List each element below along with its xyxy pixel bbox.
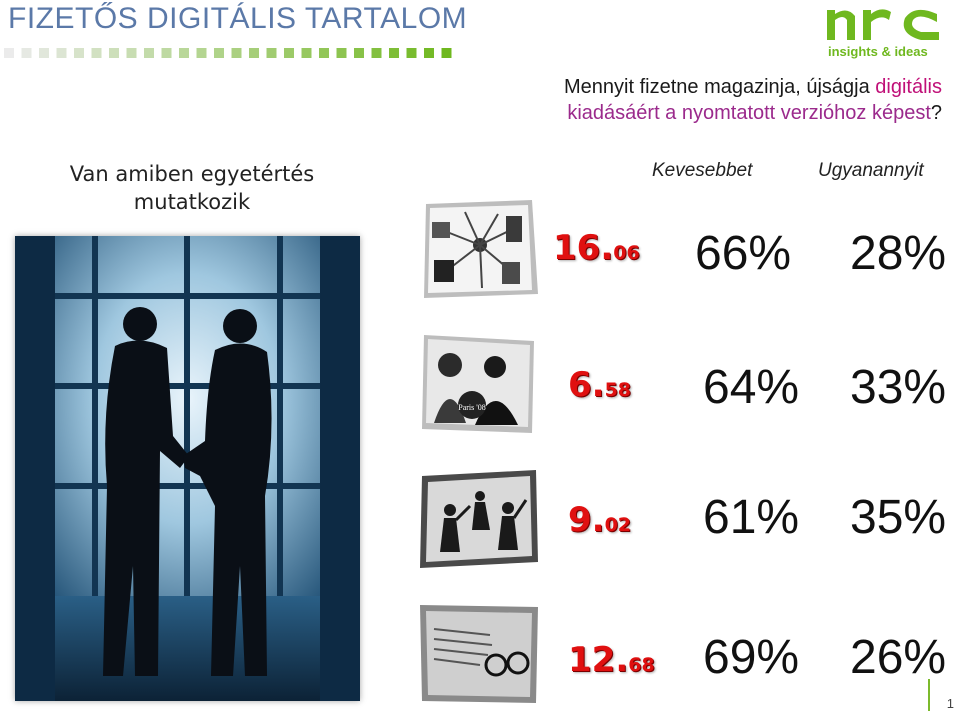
question-highlight-2: kiadásáért a nyomtatott verzióhoz képest (567, 102, 931, 124)
decorative-dot (126, 48, 137, 58)
decorative-dot (196, 48, 207, 58)
row2-less-percent: 64% (703, 361, 800, 414)
row4-less-percent: 69% (703, 631, 800, 684)
decorative-dot (354, 48, 364, 58)
decorative-dot (424, 48, 434, 58)
row1-less-percent: 66% (695, 227, 792, 280)
row4-number: 12.68 (568, 640, 655, 680)
column-header-same: Ugyanannyit (818, 160, 924, 181)
decorative-dot (179, 48, 189, 58)
page-title: FIZETŐS DIGITÁLIS TARTALOM (8, 2, 468, 35)
row3-number: 9.02 (568, 500, 632, 540)
page-divider (928, 679, 930, 711)
decorative-dot (249, 48, 259, 58)
decorative-dot (109, 48, 119, 58)
subheading: Van amiben egyetértés mutatkozik (22, 160, 362, 216)
decorative-dot (441, 48, 452, 58)
decorative-dot (284, 48, 294, 58)
decorative-dot (4, 48, 14, 58)
decorative-dot (21, 48, 32, 58)
decorative-dot (144, 48, 154, 58)
decorative-dot (371, 48, 382, 58)
decorative-dot (301, 48, 312, 58)
row3-less-percent: 61% (703, 491, 800, 544)
nrc-logo (827, 9, 939, 40)
decorative-dot (39, 48, 49, 58)
decorative-dot (214, 48, 224, 58)
row2-same-percent: 33% (850, 361, 947, 414)
decorative-dot (231, 48, 242, 58)
row1-number: 16.06 (553, 228, 640, 268)
decorative-dot (336, 48, 347, 58)
dancing-people-icon (420, 470, 538, 568)
question-mark: ? (930, 102, 942, 124)
subheading-line2: mutatkozik (133, 190, 251, 214)
svg-text:Paris '08: Paris '08 (458, 403, 485, 412)
decorative-dots (4, 48, 452, 58)
decorative-dot (91, 48, 102, 58)
decorative-dot (56, 48, 67, 58)
subheading-line1: Van amiben egyetértés (69, 162, 315, 186)
row1-same-percent: 28% (850, 227, 947, 280)
column-header-less: Kevesebbet (652, 160, 753, 181)
decorative-dot (406, 48, 417, 58)
decorative-dot (389, 48, 399, 58)
survey-question: Mennyit fizetne magazinja, újságja digit… (442, 74, 942, 126)
row2-number: 6.58 (568, 365, 632, 405)
mobile-devices-icon (424, 200, 538, 298)
decorative-dot (266, 48, 277, 58)
handshake-photo (15, 236, 360, 701)
celebrity-magazine-icon: Paris '08 (422, 335, 534, 433)
logo-tagline: insights & ideas (828, 44, 928, 59)
page-number: 1 (946, 696, 954, 711)
question-highlight: digitális (875, 76, 942, 98)
decorative-dot (319, 48, 329, 58)
decorative-dot (74, 48, 84, 58)
newspaper-glasses-icon (420, 605, 538, 703)
decorative-dot (161, 48, 172, 58)
row3-same-percent: 35% (850, 491, 947, 544)
row4-same-percent: 26% (850, 631, 947, 684)
question-text: Mennyit fizetne magazinja, újságja (564, 76, 876, 98)
